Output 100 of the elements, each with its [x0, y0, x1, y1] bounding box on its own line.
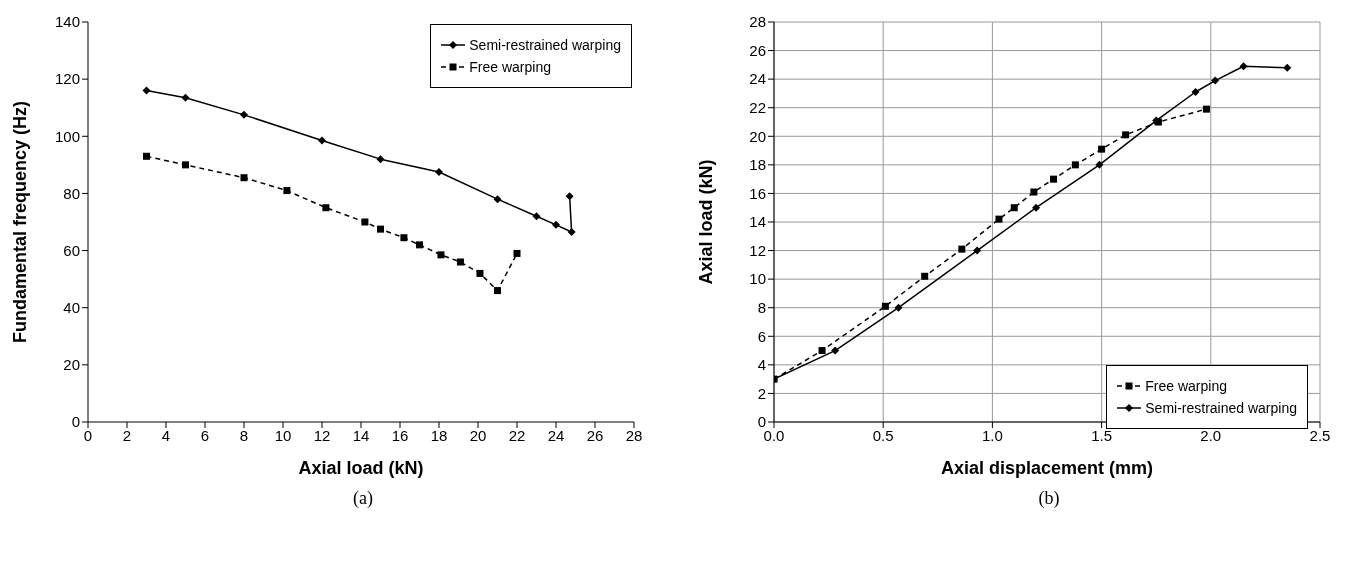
point	[1283, 63, 1292, 72]
y-tick-label: 80	[63, 184, 80, 202]
point	[513, 249, 521, 257]
point	[1122, 131, 1130, 139]
point	[881, 302, 889, 310]
x-axis-title: Axial displacement (mm)	[940, 458, 1154, 478]
point	[1095, 160, 1104, 169]
legend-label: Semi-restrained warping	[469, 37, 621, 53]
x-tick-label: 1.5	[1091, 426, 1113, 444]
point	[1030, 188, 1038, 196]
point	[831, 346, 840, 355]
point	[416, 241, 423, 249]
x-tick-label: 2	[122, 426, 132, 444]
y-tick-label: 40	[63, 299, 80, 317]
point	[181, 93, 190, 102]
point	[1202, 105, 1210, 113]
x-tick-label: 2.5	[1309, 426, 1331, 444]
point	[437, 251, 445, 259]
point	[1098, 145, 1106, 153]
x-tick-label: 4	[161, 426, 171, 444]
legend-label: Free warping	[1145, 378, 1227, 394]
y-tick-label: 0	[71, 413, 80, 431]
point	[532, 212, 541, 221]
y-tick-label: 140	[54, 13, 80, 31]
point	[1071, 161, 1079, 169]
point	[376, 155, 385, 164]
y-tick-label: 8	[757, 299, 766, 317]
x-tick-label: 12	[313, 426, 331, 444]
point	[958, 245, 966, 253]
y-tick-label: 20	[749, 127, 766, 145]
point	[818, 347, 826, 355]
point	[552, 220, 560, 229]
x-tick-label: 2.0	[1200, 426, 1222, 444]
x-tick-label: 6	[200, 426, 210, 444]
point	[1032, 203, 1041, 212]
point	[1191, 88, 1200, 96]
x-tick-label: 20	[469, 426, 487, 444]
y-tick-label: 6	[757, 327, 766, 345]
text: (a)	[352, 488, 374, 509]
y-tick-label: 28	[749, 13, 766, 31]
y-tick-label: 2	[757, 384, 766, 402]
legend-label: Free warping	[469, 59, 551, 75]
point	[456, 258, 464, 266]
x-tick-label: 0.5	[872, 426, 894, 444]
point	[435, 168, 443, 176]
point	[476, 269, 484, 277]
x-tick-label: 24	[547, 426, 565, 444]
x-tick-label: 10	[274, 426, 292, 444]
point	[240, 174, 248, 182]
point	[565, 192, 574, 201]
x-tick-label: 18	[430, 426, 448, 444]
point	[283, 187, 291, 195]
point	[1050, 175, 1058, 183]
point	[400, 234, 408, 242]
point	[1239, 62, 1248, 71]
y-tick-label: 0	[757, 413, 766, 431]
y-tick-label: 10	[749, 270, 766, 288]
y-tick-label: 60	[63, 241, 80, 259]
y-tick-label: 4	[757, 356, 766, 374]
x-tick-label: 16	[391, 426, 409, 444]
y-tick-label: 100	[54, 127, 80, 145]
x-tick-label: 0	[83, 426, 93, 444]
point	[1211, 76, 1220, 85]
point	[995, 215, 1003, 223]
point	[921, 272, 929, 280]
point	[318, 136, 326, 145]
legend-label: Semi-restrained warping	[1145, 400, 1297, 416]
point	[182, 161, 189, 169]
y-tick-label: 16	[749, 184, 766, 202]
point	[493, 195, 502, 204]
x-tick-label: 22	[508, 426, 526, 444]
point	[377, 225, 384, 233]
y-tick-label: 120	[54, 70, 80, 88]
point	[973, 246, 982, 255]
y-tick-label: 14	[749, 213, 766, 231]
point	[240, 110, 248, 119]
x-tick-label: 14	[352, 426, 370, 444]
x-tick-label: 1.0	[981, 426, 1003, 444]
point	[1010, 204, 1018, 212]
y-tick-label: 26	[749, 41, 766, 59]
x-tick-label: 8	[239, 426, 249, 444]
text: (b)	[1037, 488, 1061, 509]
x-tick-label: 0.0	[763, 426, 785, 444]
point	[567, 228, 576, 236]
y-tick-label: 22	[749, 99, 766, 117]
point	[322, 204, 330, 212]
y-tick-label: 12	[749, 241, 766, 259]
y-axis-title: Fundamental frequency (Hz)	[10, 100, 31, 344]
point	[894, 303, 903, 312]
x-tick-label: 26	[586, 426, 604, 444]
point	[361, 218, 369, 226]
point	[142, 86, 151, 95]
point	[494, 287, 501, 295]
y-tick-label: 24	[749, 70, 766, 88]
y-tick-label: 20	[63, 356, 80, 374]
y-axis-title: Axial load (kN)	[696, 159, 717, 285]
x-tick-label: 28	[625, 426, 643, 444]
point	[143, 152, 150, 160]
x-axis-title: Axial load (kN)	[298, 458, 424, 478]
y-tick-label: 18	[749, 156, 766, 174]
